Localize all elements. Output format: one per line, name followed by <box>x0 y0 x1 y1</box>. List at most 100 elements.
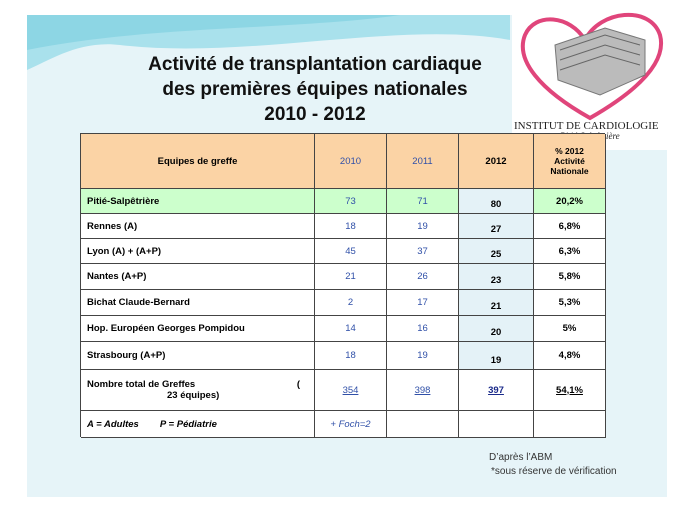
cell-text: 2 <box>347 297 354 308</box>
legend-text: A = Adultes P = Pédiatrie <box>87 418 217 430</box>
cell: 14 <box>315 316 387 342</box>
total-label: Nombre total de Greffes ( <box>87 379 314 390</box>
cell: % 2012 Activité Nationale <box>534 134 606 189</box>
cell: 19 <box>387 342 459 370</box>
title: Activité de transplantation cardiaque <box>148 54 482 75</box>
title: des premières équipes nationales <box>162 79 468 100</box>
title: 2010 - 2012 <box>264 104 366 125</box>
total-value: 397 <box>488 384 504 396</box>
total-label: Nombre total de Greffes <box>87 379 196 390</box>
cell: 2012 <box>459 134 534 189</box>
cell: 45 <box>315 239 387 264</box>
cell-text: 71 <box>417 195 428 207</box>
cell-text: Hop. Européen Georges Pompidou <box>87 323 245 334</box>
header-text: 2012 <box>485 155 507 167</box>
cell-text: 25 <box>490 249 502 260</box>
cell-text: 37 <box>417 245 428 257</box>
cell-text: 80 <box>490 199 502 210</box>
total-label: 23 équipes) <box>167 390 220 401</box>
header-text: 2010 <box>339 155 362 167</box>
cell-text: 19 <box>417 350 428 361</box>
cell: 2 <box>315 290 387 316</box>
cell: 18 <box>315 342 387 370</box>
cell-text: 27 <box>490 224 502 235</box>
legend-note: + Foch=2 <box>330 418 371 430</box>
cell: + Foch=2 <box>315 411 387 438</box>
cell: 18 <box>315 214 387 239</box>
cell-text: 6,3% <box>558 245 581 257</box>
cell: Rennes (A) <box>81 214 315 239</box>
cell-text: 21 <box>345 271 356 282</box>
total-value: 54,1% <box>556 384 583 396</box>
cell: 4,8% <box>534 342 606 370</box>
cell: 21 <box>315 264 387 290</box>
cell-text: Strasbourg (A+P) <box>87 350 166 361</box>
cell: Nombre total de Greffes (23 équipes) <box>81 370 315 411</box>
cell-text: 26 <box>417 271 428 282</box>
cell: Strasbourg (A+P) <box>81 342 315 370</box>
cell: 6,8% <box>534 214 606 239</box>
cell <box>459 411 534 438</box>
cell: 37 <box>387 239 459 264</box>
cell: 21 <box>459 290 534 316</box>
cell-text: 45 <box>345 245 356 257</box>
cell <box>387 411 459 438</box>
total-label: ( <box>296 379 300 390</box>
logo-name: INSTITUT DE CARDIOLOGIE <box>514 120 659 132</box>
cell: 16 <box>387 316 459 342</box>
cell: 71 <box>387 189 459 214</box>
cell: 73 <box>315 189 387 214</box>
cell-text: 18 <box>345 220 356 232</box>
cell-text: 73 <box>345 195 356 207</box>
header-text: % 2012 <box>555 146 584 156</box>
cell-text: 18 <box>345 350 356 361</box>
cell: A = Adultes P = Pédiatrie <box>81 411 315 438</box>
cell <box>534 411 606 438</box>
total-value: 354 <box>342 384 359 396</box>
cell: 26 <box>387 264 459 290</box>
cell: Lyon (A) + (A+P) <box>81 239 315 264</box>
cell: 397 <box>459 370 534 411</box>
total-value: 398 <box>414 384 431 396</box>
footnote: *sous réserve de vérification <box>491 466 617 477</box>
cell-text: 5% <box>562 323 577 334</box>
cell-text: 4,8% <box>558 350 581 361</box>
cell: 19 <box>459 342 534 370</box>
cell: 27 <box>459 214 534 239</box>
cell-text: Nantes (A+P) <box>87 271 147 282</box>
cell-text: Rennes (A) <box>87 220 138 232</box>
cell: 25 <box>459 239 534 264</box>
cell-text: 16 <box>417 323 428 334</box>
cell: Bichat Claude-Bernard <box>81 290 315 316</box>
header-text: 2011 <box>412 155 433 167</box>
cell-text: 17 <box>417 297 428 308</box>
cell-text: 6,8% <box>558 220 581 232</box>
cell: Hop. Européen Georges Pompidou <box>81 316 315 342</box>
cell: 17 <box>387 290 459 316</box>
cell-text: 5,8% <box>558 271 581 282</box>
cell: 5% <box>534 316 606 342</box>
cell: 5,3% <box>534 290 606 316</box>
cell-text: 23 <box>490 275 502 286</box>
cell: 398 <box>387 370 459 411</box>
cell: 6,3% <box>534 239 606 264</box>
cell-text: 19 <box>417 220 428 232</box>
cell-text: 21 <box>490 301 502 312</box>
cell: 5,8% <box>534 264 606 290</box>
footnote: D’après l’ABM <box>489 452 553 463</box>
cell-text: Lyon (A) + (A+P) <box>87 245 162 257</box>
cell-text: Pitié-Salpêtrière <box>87 195 160 207</box>
cell: 23 <box>459 264 534 290</box>
cell: 2010 <box>315 134 387 189</box>
header-text: Equipes de greffe <box>157 155 238 167</box>
cell-text: 5,3% <box>558 297 581 308</box>
cell: 2011 <box>387 134 459 189</box>
cell: 54,1% <box>534 370 606 411</box>
header-text: Activité <box>554 156 585 166</box>
cell: 354 <box>315 370 387 411</box>
table: Equipes de greffe 2010 2011 2012 % 2012 Activ… <box>80 133 606 438</box>
cell-text: 19 <box>490 355 502 366</box>
cell: Equipes de greffe <box>81 134 315 189</box>
cell-text: Bichat Claude-Bernard <box>87 297 190 308</box>
